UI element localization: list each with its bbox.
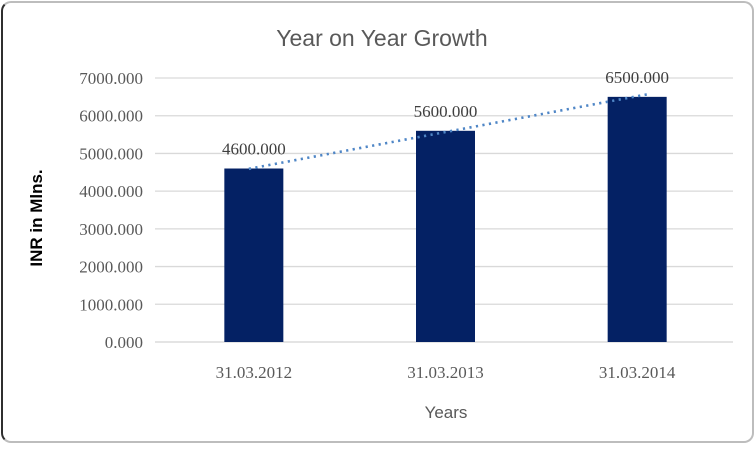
y-axis-tick-label: 0.000 — [105, 333, 143, 352]
bar-31.03.2012 — [224, 168, 284, 342]
bar-31.03.2014 — [607, 96, 667, 342]
x-axis-category-label: 31.03.2014 — [599, 363, 676, 382]
data-labels-layer: 4600.000 5600.000 6500.000 — [222, 68, 669, 159]
x-axis-title: Years — [425, 403, 468, 422]
y-axis-tick-label: 2000.000 — [79, 258, 143, 277]
data-label: 6500.000 — [605, 68, 669, 87]
data-label: 5600.000 — [414, 102, 478, 121]
category-labels-layer: 31.03.2012 31.03.2013 31.03.2014 — [216, 363, 676, 382]
x-axis-category-label: 31.03.2013 — [407, 363, 484, 382]
trendline — [248, 92, 651, 171]
trendline-layer — [248, 92, 651, 171]
y-axis-tick-label: 3000.000 — [79, 220, 143, 239]
y-axis-tick-label: 4000.000 — [79, 182, 143, 201]
y-axis-tick-label: 1000.000 — [79, 295, 143, 314]
x-axis-category-label: 31.03.2012 — [216, 363, 293, 382]
y-axis-tick-label: 5000.000 — [79, 144, 143, 163]
bar-31.03.2013 — [416, 130, 475, 342]
y-axis-title: INR in Mlns. — [27, 169, 46, 266]
bars-layer — [224, 96, 667, 342]
y-axis-tick-label: 7000.000 — [79, 69, 143, 88]
data-label: 4600.000 — [222, 140, 286, 159]
ytick-labels-layer: 0.000 1000.000 2000.000 3000.000 4000.000 500… — [79, 69, 143, 352]
y-axis-tick-label: 6000.000 — [79, 107, 143, 126]
chart-title: Year on Year Growth — [276, 25, 487, 51]
